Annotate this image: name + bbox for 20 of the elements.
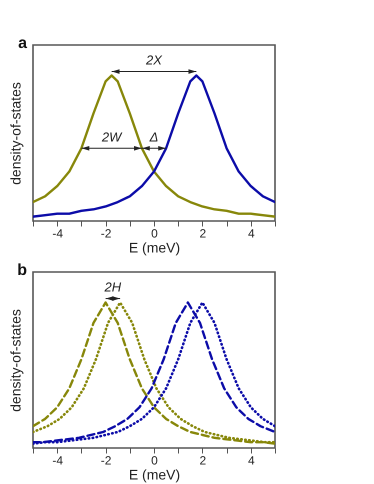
x-tick-label: -2 bbox=[100, 454, 112, 468]
text: a bbox=[18, 35, 28, 52]
x-tick-label: 4 bbox=[248, 454, 255, 468]
y-axis-title: density-of-states bbox=[8, 309, 24, 412]
x-tick-label: -4 bbox=[52, 226, 64, 240]
x-tick-label: 0 bbox=[151, 226, 158, 240]
text: 2X bbox=[145, 52, 164, 68]
x-axis-title: E (meV) bbox=[128, 240, 180, 256]
text: b bbox=[17, 262, 28, 279]
x-axis-title: E (meV) bbox=[128, 466, 180, 482]
x-tick-label: -4 bbox=[52, 454, 64, 468]
annotation: 2W bbox=[100, 129, 124, 144]
annotation: Δ bbox=[148, 129, 158, 144]
x-tick-label: 0 bbox=[151, 454, 158, 468]
x-tick-label: 2 bbox=[200, 226, 207, 240]
x-tick-label: 4 bbox=[248, 226, 255, 240]
x-tick-label: 2 bbox=[200, 454, 207, 468]
y-axis-title: density-of-states bbox=[8, 82, 24, 185]
text: 2H bbox=[104, 280, 122, 295]
x-tick-label: -2 bbox=[100, 226, 112, 240]
